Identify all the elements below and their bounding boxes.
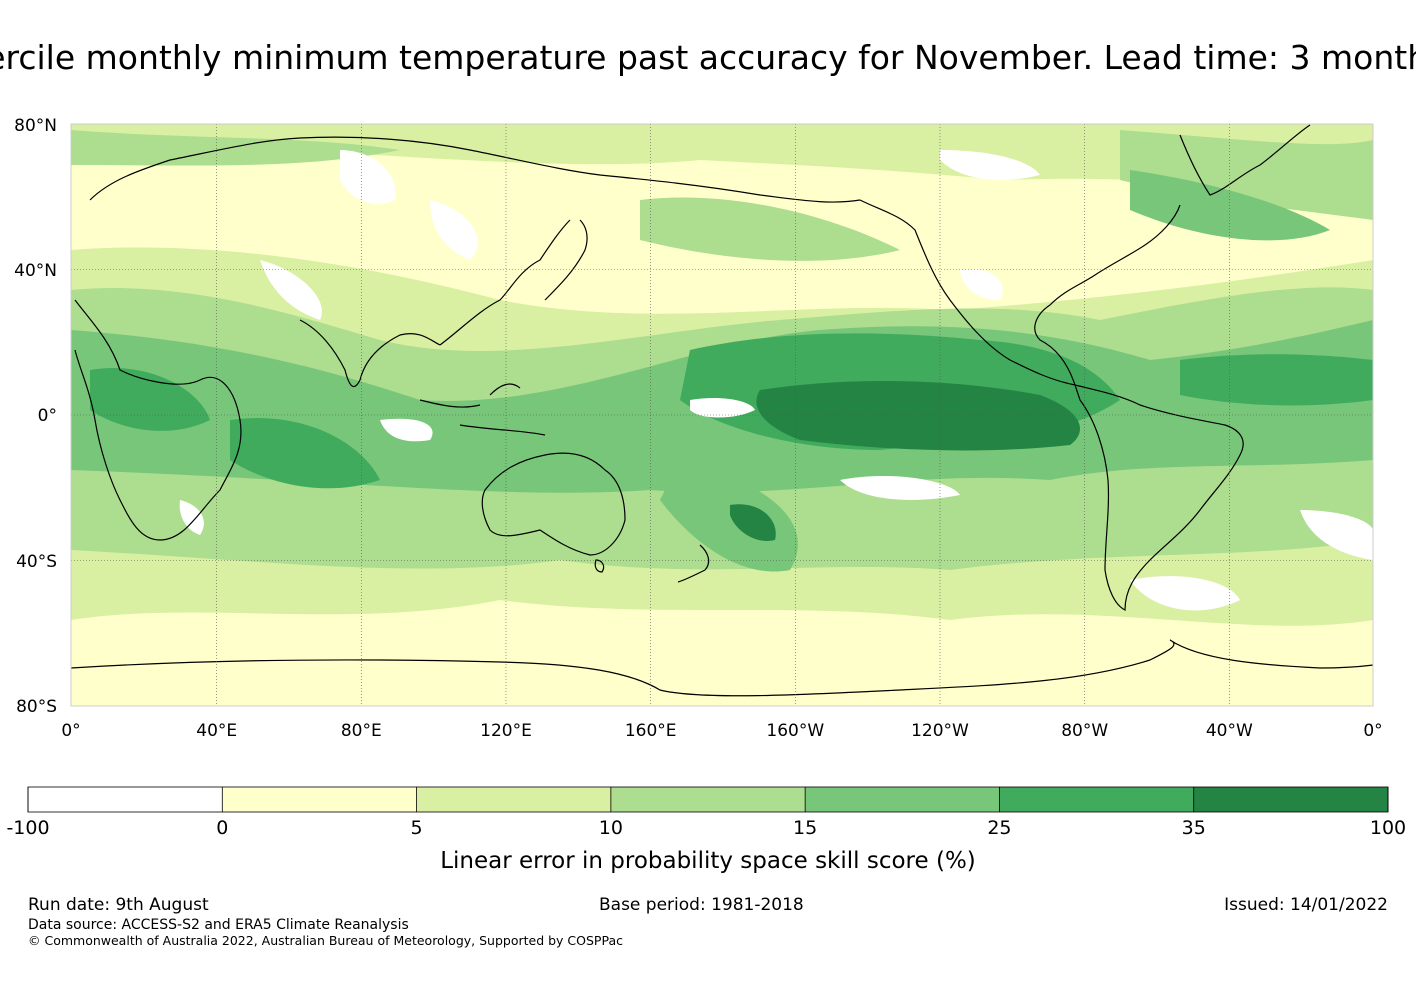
lon-label-160e: 160°E: [625, 721, 677, 741]
lat-label-40s: 40°S: [16, 552, 57, 572]
lat-label-0: 0°: [38, 406, 57, 426]
lon-label-120w: 120°W: [911, 721, 969, 741]
colorbar-bin: [999, 787, 1194, 812]
colorbar-tick-label: 15: [793, 817, 817, 839]
lat-label-80n: 80°N: [14, 116, 57, 136]
colorbar-tick-label: 35: [1182, 817, 1206, 839]
colorbar-bin: [28, 787, 223, 812]
gridlines: [71, 124, 1373, 706]
lon-label-0-left: 0°: [61, 721, 80, 741]
lon-label-80w: 80°W: [1061, 721, 1108, 741]
base-period: Base period: 1981-2018: [599, 895, 804, 915]
colorbar-bin: [610, 787, 806, 812]
colorbar-tick-label: 100: [1370, 817, 1406, 839]
map-frame: [70, 123, 1374, 707]
colorbar-bin: [416, 787, 611, 812]
lon-label-40e: 40°E: [196, 721, 237, 741]
colorbar-bin: [222, 787, 417, 812]
lon-label-160w: 160°W: [766, 721, 824, 741]
lon-label-120e: 120°E: [480, 721, 532, 741]
chart-title: Tercile monthly minimum temperature past…: [0, 38, 1416, 77]
colorbar-label: Linear error in probability space skill …: [440, 848, 976, 874]
data-source: Data source: ACCESS-S2 and ERA5 Climate …: [28, 917, 409, 933]
coastlines: [71, 124, 1373, 697]
map-panel: [71, 124, 1373, 706]
colorbar-bin: [805, 787, 1000, 812]
colorbar-tick-label: 5: [411, 817, 423, 839]
lat-label-40n: 40°N: [14, 261, 57, 281]
lon-label-80e: 80°E: [341, 721, 382, 741]
colorbar-tick-label: 10: [599, 817, 623, 839]
lon-label-40w: 40°W: [1206, 721, 1253, 741]
lon-label-0-right: 0°: [1363, 721, 1382, 741]
run-date: Run date: 9th August: [28, 895, 209, 915]
issued-date: Issued: 14/01/2022: [1224, 895, 1388, 915]
colorbar-ticks: -100 0 5 10 15 25 35 100: [6, 817, 1406, 839]
colorbar-tick-label: 25: [987, 817, 1011, 839]
colorbar-tick-label: -100: [6, 817, 49, 839]
lat-label-80s: 80°S: [16, 697, 57, 717]
colorbar-tick-label: 0: [216, 817, 228, 839]
skill-field: [71, 124, 1373, 626]
colorbar-bin: [1193, 787, 1388, 812]
colorbar: [27, 786, 1389, 813]
copyright-notice: © Commonwealth of Australia 2022, Austra…: [28, 933, 623, 948]
